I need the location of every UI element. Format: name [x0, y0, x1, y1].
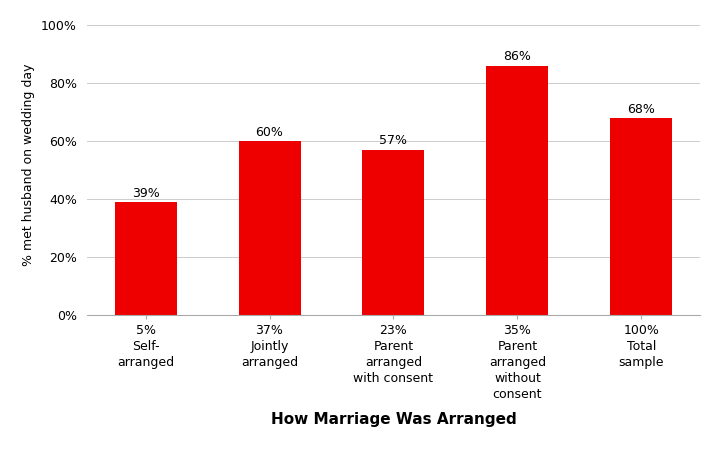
Text: 86%: 86% — [503, 50, 531, 63]
Bar — [238, 141, 300, 315]
Bar — [611, 118, 672, 315]
Bar — [115, 202, 176, 315]
Bar — [487, 66, 549, 315]
Text: 57%: 57% — [380, 135, 407, 148]
Text: 39%: 39% — [131, 187, 160, 200]
Y-axis label: % met husband on wedding day: % met husband on wedding day — [22, 63, 35, 266]
X-axis label: How Marriage Was Arranged: How Marriage Was Arranged — [271, 412, 516, 427]
Text: 68%: 68% — [627, 103, 656, 116]
Text: 60%: 60% — [256, 126, 284, 139]
Bar — [362, 150, 425, 315]
